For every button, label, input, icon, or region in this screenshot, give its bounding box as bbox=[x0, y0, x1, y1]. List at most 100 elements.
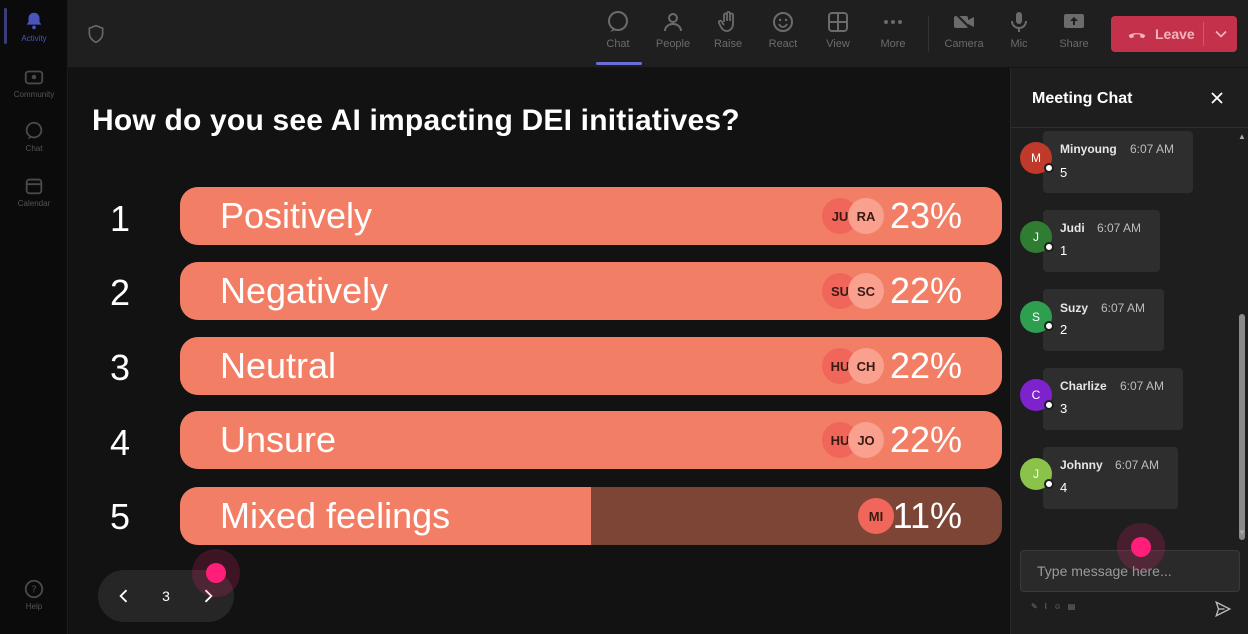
more-button[interactable]: More bbox=[866, 10, 920, 60]
poll-option-label: Neutral bbox=[220, 345, 337, 386]
pointer-indicator bbox=[206, 563, 226, 583]
message-text: 5 bbox=[1060, 165, 1068, 180]
poll-stage: How do you see AI impacting DEI initiati… bbox=[68, 68, 1010, 634]
rail-item-community[interactable]: Community bbox=[0, 66, 68, 116]
scrollbar-thumb[interactable] bbox=[1239, 314, 1245, 540]
leave-button[interactable]: Leave bbox=[1111, 16, 1237, 52]
close-icon[interactable] bbox=[1209, 90, 1225, 106]
option-number: 3 bbox=[109, 347, 131, 388]
message-time: 6:07 AM bbox=[1097, 221, 1142, 235]
mic-icon bbox=[1011, 12, 1027, 32]
message-time: 6:07 AM bbox=[1115, 458, 1160, 472]
send-icon[interactable] bbox=[1214, 600, 1232, 618]
scroll-up-arrow[interactable]: ▲ bbox=[1238, 132, 1246, 141]
avatar: RA bbox=[848, 198, 884, 234]
share-button[interactable]: Share bbox=[1047, 10, 1101, 60]
help-icon: ? bbox=[24, 579, 44, 599]
mic-button-label: Mic bbox=[1010, 38, 1028, 50]
gif-icon[interactable]: ▤ bbox=[1067, 602, 1076, 611]
rail-item-label: Chat bbox=[25, 144, 43, 153]
poll-option-label: Positively bbox=[220, 195, 373, 236]
attach-icon[interactable]: ⌇ bbox=[1043, 602, 1048, 611]
meeting-chat-panel: Meeting Chat ▲ ▼ M Minyoung 6:07 AM 5 J … bbox=[1010, 68, 1248, 634]
chat-message bbox=[1043, 368, 1183, 430]
people-icon bbox=[664, 13, 682, 32]
chat-message bbox=[1043, 447, 1178, 509]
poll-option-percent: 22% bbox=[889, 345, 962, 386]
message-composer bbox=[1020, 550, 1240, 592]
message-author: Johnny bbox=[1060, 458, 1103, 472]
emoji-icon[interactable]: ☺ bbox=[1053, 602, 1062, 611]
chat-title: Meeting Chat bbox=[1032, 90, 1133, 107]
rail-item-chat[interactable]: Chat bbox=[0, 120, 68, 170]
rail-item-label: Community bbox=[13, 90, 55, 99]
message-time: 6:07 AM bbox=[1101, 301, 1146, 315]
grid-view-icon bbox=[828, 12, 848, 32]
chevron-right-icon[interactable] bbox=[198, 586, 218, 606]
message-text: 3 bbox=[1060, 401, 1068, 416]
poll-option-bar[interactable]: Neutral HU CH 22% bbox=[180, 337, 1002, 395]
avatar: SC bbox=[848, 273, 884, 309]
message-time: 6:07 AM bbox=[1120, 379, 1165, 393]
share-screen-icon bbox=[1064, 14, 1084, 28]
rail-item-calendar[interactable]: Calendar bbox=[0, 175, 68, 225]
mic-button[interactable]: Mic bbox=[992, 10, 1046, 60]
option-number: 1 bbox=[109, 198, 131, 239]
calendar-icon bbox=[25, 178, 43, 195]
rail-item-help[interactable]: ? Help bbox=[0, 578, 68, 628]
react-button[interactable]: React bbox=[756, 10, 810, 60]
message-author: Judi bbox=[1060, 221, 1085, 235]
raise-button-label: Raise bbox=[713, 38, 743, 50]
more-dots-icon bbox=[884, 20, 902, 24]
chat-icon bbox=[608, 11, 628, 32]
hand-icon bbox=[717, 11, 734, 32]
app-rail: Activity Community Chat Calendar ? Help bbox=[0, 0, 68, 634]
status-dot bbox=[1044, 479, 1054, 489]
more-button-label: More bbox=[880, 38, 906, 50]
rail-active-indicator bbox=[4, 8, 7, 44]
poll-option-fill bbox=[180, 487, 591, 545]
chat-button[interactable]: Chat bbox=[591, 10, 645, 60]
raise-hand-button[interactable]: Raise bbox=[701, 10, 755, 60]
hang-up-icon bbox=[1128, 33, 1146, 39]
format-icon[interactable]: ✎ bbox=[1031, 602, 1038, 611]
message-time: 6:07 AM bbox=[1130, 142, 1175, 156]
view-button[interactable]: View bbox=[811, 10, 865, 60]
chevron-left-icon[interactable] bbox=[114, 586, 134, 606]
poll-option-percent: 23% bbox=[889, 195, 962, 236]
chevron-down-icon[interactable] bbox=[1211, 24, 1231, 44]
share-button-label: Share bbox=[1059, 38, 1089, 50]
shield-icon[interactable] bbox=[86, 24, 106, 44]
people-button-label: People bbox=[655, 38, 691, 50]
message-text: 1 bbox=[1060, 243, 1068, 258]
message-author: Suzy bbox=[1060, 301, 1089, 315]
poll-question: How do you see AI impacting DEI initiati… bbox=[92, 104, 740, 137]
camera-off-icon bbox=[954, 12, 974, 32]
poll-option-bar[interactable]: Negatively SU SC 22% bbox=[180, 262, 1002, 320]
rail-item-activity[interactable]: Activity bbox=[0, 10, 68, 60]
scroll-down-arrow[interactable]: ▼ bbox=[1238, 528, 1246, 537]
avatar: MI bbox=[858, 498, 894, 534]
avatar: CH bbox=[848, 348, 884, 384]
svg-text:?: ? bbox=[31, 585, 36, 596]
chat-message bbox=[1043, 289, 1164, 351]
poll-option-bar[interactable]: Mixed feelings MI 11% bbox=[180, 487, 1002, 545]
message-input[interactable] bbox=[1021, 551, 1239, 591]
avatar-initial: C bbox=[1031, 388, 1041, 402]
message-text: 2 bbox=[1060, 322, 1068, 337]
poll-option-percent: 22% bbox=[889, 419, 962, 460]
message-text: 4 bbox=[1060, 480, 1068, 495]
status-dot bbox=[1044, 242, 1054, 252]
rail-item-label: Activity bbox=[21, 34, 47, 43]
camera-button[interactable]: Camera bbox=[937, 10, 991, 60]
people-button[interactable]: People bbox=[646, 10, 700, 60]
chat-button-label: Chat bbox=[606, 38, 630, 50]
poll-option-bar[interactable]: Unsure HU JO 22% bbox=[180, 411, 1002, 469]
toolbar-divider bbox=[928, 16, 929, 52]
avatar-initial: J bbox=[1033, 230, 1039, 244]
option-number: 2 bbox=[109, 272, 131, 313]
smile-icon bbox=[773, 12, 793, 32]
community-icon bbox=[24, 70, 44, 85]
status-dot bbox=[1044, 321, 1054, 331]
poll-option-bar[interactable]: Positively JU RA 23% bbox=[180, 187, 1002, 245]
